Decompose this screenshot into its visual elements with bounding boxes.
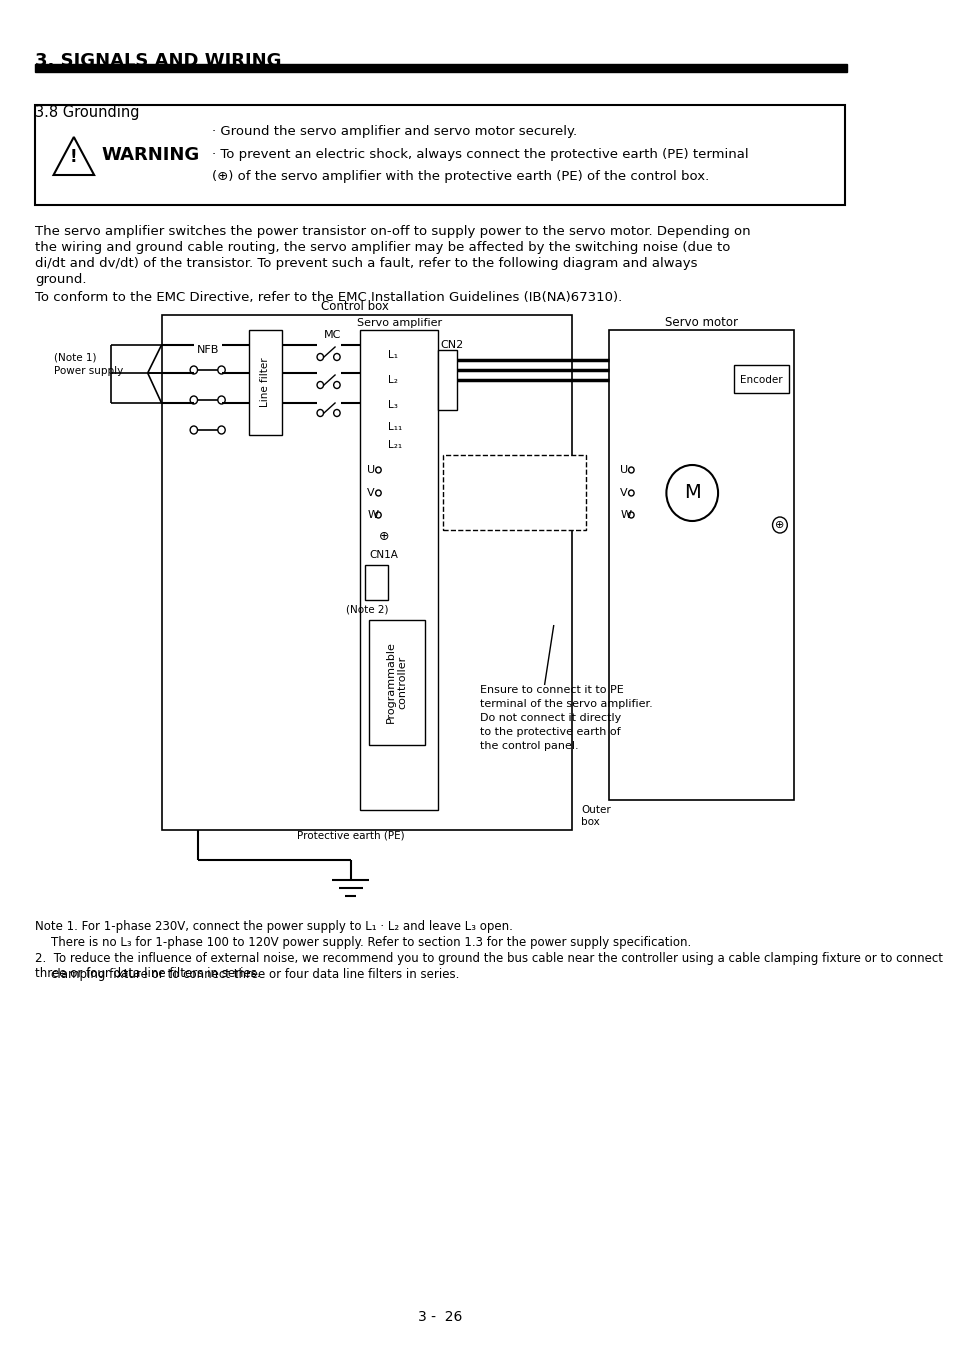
Text: (⊕) of the servo amplifier with the protective earth (PE) of the control box.: (⊕) of the servo amplifier with the prot… (213, 170, 709, 184)
Text: 3.8 Grounding: 3.8 Grounding (35, 105, 139, 120)
Text: ⊕: ⊕ (775, 520, 783, 531)
Text: Servo motor: Servo motor (664, 316, 738, 328)
Text: Note 1. For 1-phase 230V, connect the power supply to L₁ · L₂ and leave L₃ open.: Note 1. For 1-phase 230V, connect the po… (35, 919, 513, 933)
Text: W: W (367, 510, 378, 520)
Text: 3 -  26: 3 - 26 (417, 1310, 462, 1324)
Text: U: U (619, 464, 628, 475)
Text: There is no L₃ for 1-phase 100 to 120V power supply. Refer to section 1.3 for th: There is no L₃ for 1-phase 100 to 120V p… (51, 936, 690, 949)
Text: box: box (581, 817, 599, 828)
Text: V: V (367, 487, 375, 498)
Text: The servo amplifier switches the power transistor on‐off to supply power to the : The servo amplifier switches the power t… (35, 225, 750, 238)
Text: L₂₁: L₂₁ (387, 440, 401, 450)
Text: NFB: NFB (196, 346, 218, 355)
Text: MC: MC (323, 329, 340, 340)
Text: V: V (619, 487, 627, 498)
FancyBboxPatch shape (442, 455, 585, 531)
Text: · To prevent an electric shock, always connect the protective earth (PE) termina: · To prevent an electric shock, always c… (213, 148, 748, 161)
Text: clamping fixture or to connect three or four data line filters in series.: clamping fixture or to connect three or … (51, 968, 458, 981)
Bar (733, 364, 788, 393)
Text: the wiring and ground cable routing, the servo amplifier may be affected by the : the wiring and ground cable routing, the… (35, 242, 730, 254)
Bar (364, 566, 387, 599)
Text: Encoder: Encoder (740, 375, 782, 385)
Text: Power supply: Power supply (53, 366, 123, 377)
Text: 3. SIGNALS AND WIRING: 3. SIGNALS AND WIRING (35, 53, 281, 70)
Text: Control box: Control box (321, 301, 389, 313)
Text: CN1A: CN1A (369, 549, 397, 560)
Text: CN2: CN2 (440, 340, 463, 350)
Text: di/dt and dv/dt) of the transistor. To prevent such a fault, refer to the follow: di/dt and dv/dt) of the transistor. To p… (35, 256, 697, 270)
Text: Servo amplifier: Servo amplifier (356, 319, 441, 328)
Text: Outer: Outer (581, 805, 611, 815)
Text: L₁: L₁ (387, 350, 397, 360)
Bar (35, 63, 846, 72)
Text: Ensure to connect it to PE
terminal of the servo amplifier.
Do not connect it di: Ensure to connect it to PE terminal of t… (479, 684, 652, 751)
Text: · Ground the servo amplifier and servo motor securely.: · Ground the servo amplifier and servo m… (213, 126, 577, 138)
Text: L₂: L₂ (387, 375, 397, 385)
Text: WARNING: WARNING (101, 146, 199, 163)
Bar (438, 350, 456, 410)
Text: U: U (367, 464, 375, 475)
Text: M: M (683, 483, 700, 502)
Text: (Note 2): (Note 2) (346, 605, 388, 616)
Text: ⊕: ⊕ (378, 531, 389, 544)
Text: W: W (619, 510, 631, 520)
Bar (161, 315, 572, 830)
Text: To conform to the EMC Directive, refer to the EMC Installation Guidelines (IB(NA: To conform to the EMC Directive, refer t… (35, 292, 621, 304)
Text: Protective earth (PE): Protective earth (PE) (296, 830, 404, 840)
Text: (Note 1): (Note 1) (53, 352, 96, 363)
Bar (609, 329, 793, 801)
Text: ground.: ground. (35, 273, 87, 286)
Text: L₃: L₃ (387, 400, 397, 410)
Bar (369, 620, 424, 745)
Text: L₁₁: L₁₁ (387, 423, 401, 432)
FancyBboxPatch shape (35, 105, 844, 205)
Text: !: ! (70, 148, 77, 166)
Bar (249, 329, 281, 435)
Text: Programmable
controller: Programmable controller (386, 641, 407, 724)
Text: Line filter: Line filter (260, 358, 270, 408)
Bar (359, 329, 438, 810)
Text: 2.  To reduce the influence of external noise, we recommend you to ground the bu: 2. To reduce the influence of external n… (35, 952, 943, 980)
